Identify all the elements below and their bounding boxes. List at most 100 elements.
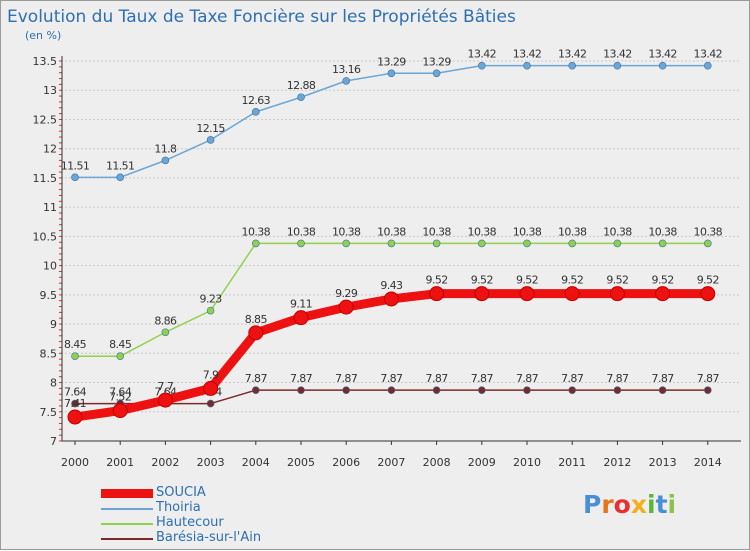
data-point (613, 386, 622, 394)
data-label: 9.52 (697, 274, 719, 287)
x-tick-label: 2001 (106, 456, 134, 469)
data-point (252, 386, 260, 394)
data-label: 10.38 (332, 225, 361, 238)
data-label: 10.38 (603, 225, 632, 238)
data-point (71, 173, 79, 182)
data-point (161, 328, 170, 337)
y-tick-label: 12 (43, 143, 57, 156)
data-label: 10.38 (694, 225, 723, 238)
data-point (71, 399, 79, 408)
y-tick-label: 11.5 (33, 172, 58, 185)
data-label: 9.52 (606, 274, 628, 287)
data-label: 7.87 (380, 372, 403, 385)
data-point (568, 239, 577, 248)
y-tick-label: 12.5 (33, 113, 58, 126)
x-tick-label: 2012 (603, 456, 631, 469)
data-point (429, 286, 445, 302)
data-label: 9.43 (380, 279, 403, 292)
data-point (477, 386, 486, 394)
data-point (387, 239, 396, 248)
data-label: 13.42 (694, 48, 723, 61)
data-point (387, 69, 396, 78)
data-point (71, 352, 79, 361)
data-point (519, 286, 535, 302)
series-line-1 (74, 64, 709, 179)
y-tick-label: 10.5 (33, 230, 58, 243)
data-label: 7.41 (64, 397, 86, 410)
data-label: 10.38 (242, 225, 271, 238)
y-tick-label: 11 (43, 201, 57, 214)
data-label: 8.45 (64, 338, 87, 351)
y-tick-label: 8.5 (40, 347, 58, 360)
logo-letter: i (667, 490, 677, 519)
data-point (161, 156, 170, 165)
legend-swatch-baresia (101, 538, 153, 540)
data-point (206, 399, 215, 408)
data-point (564, 286, 580, 302)
data-point (157, 392, 173, 408)
data-label: 7.87 (335, 372, 358, 385)
data-label: 13.16 (332, 63, 361, 76)
data-point (387, 386, 396, 394)
data-label: 10.38 (648, 225, 677, 238)
y-tick-label: 7.5 (40, 406, 58, 419)
proxiti-logo: Proxiti (583, 490, 676, 519)
data-label: 11.51 (106, 159, 135, 172)
data-label: 9.52 (426, 274, 448, 287)
legend-swatch-thoiria (101, 508, 153, 510)
data-label: 7.87 (245, 372, 268, 385)
data-label: 7.87 (561, 372, 584, 385)
data-point (658, 239, 667, 248)
data-point (67, 409, 83, 425)
data-point (477, 61, 486, 70)
data-point (342, 77, 351, 85)
x-tick-label: 2000 (61, 456, 89, 469)
data-label: 10.38 (422, 225, 451, 238)
data-label: 13.42 (513, 48, 542, 61)
legend-label-soucia: SOUCIA (156, 485, 206, 500)
data-label: 13.29 (377, 55, 406, 68)
data-point (252, 239, 260, 248)
data-label: 12.63 (242, 94, 271, 107)
data-label: 9.52 (516, 274, 538, 287)
logo-letter: P (583, 490, 602, 519)
data-label: 10.38 (513, 225, 542, 238)
logo-letter: r (601, 490, 614, 519)
data-point (703, 61, 712, 70)
legend-label-thoiria: Thoiria (156, 500, 201, 515)
data-label: 8.45 (109, 338, 132, 351)
data-label: 9.52 (652, 274, 674, 287)
y-tick-label: 7 (50, 435, 57, 448)
x-tick-label: 2011 (558, 456, 586, 469)
legend-swatch-soucia (101, 489, 153, 498)
data-point (293, 310, 309, 326)
x-tick-label: 2007 (377, 456, 405, 469)
y-tick-label: 9.5 (40, 289, 58, 302)
data-point (206, 136, 215, 144)
data-point (383, 291, 399, 307)
x-tick-label: 2006 (332, 456, 360, 469)
data-point (523, 61, 531, 70)
data-point (474, 286, 490, 302)
data-point (523, 386, 531, 394)
x-tick-label: 2002 (151, 456, 179, 469)
x-tick-label: 2005 (287, 456, 315, 469)
data-point (613, 61, 622, 70)
y-axis-unit: (en %) (25, 29, 62, 42)
data-point (432, 386, 441, 394)
data-point (658, 386, 667, 394)
x-tick-label: 2004 (242, 456, 270, 469)
data-label: 8.86 (154, 314, 177, 327)
y-tick-label: 13 (43, 84, 57, 97)
data-label: 7.52 (109, 391, 131, 404)
data-point (658, 61, 667, 70)
data-label: 13.42 (603, 48, 632, 61)
data-label: 10.38 (377, 225, 406, 238)
x-tick-label: 2008 (423, 456, 451, 469)
data-label: 9.23 (200, 293, 223, 306)
data-point (297, 386, 305, 394)
data-point (655, 286, 671, 302)
legend-label-baresia: Barésia-sur-l'Ain (156, 530, 262, 545)
x-tick-label: 2003 (197, 456, 225, 469)
